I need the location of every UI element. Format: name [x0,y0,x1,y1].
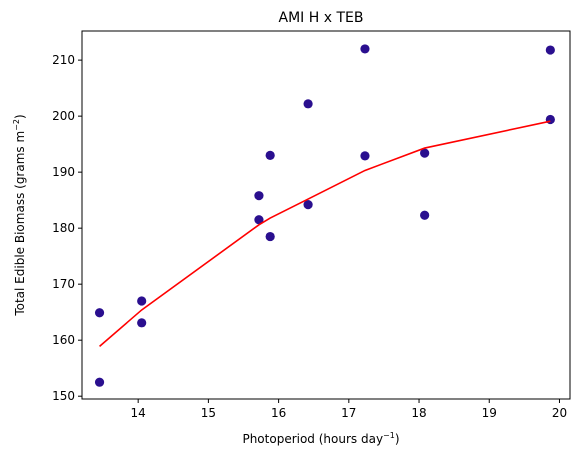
y-tick-label: 180 [52,221,75,235]
data-point [303,99,313,109]
x-tick-label: 17 [341,406,356,420]
data-point [254,191,264,201]
data-point [265,150,275,160]
data-point [545,114,555,125]
y-tick-label: 210 [52,53,75,67]
fit-line [99,120,551,347]
y-tick-label: 200 [52,109,75,123]
x-tick-label: 14 [131,406,146,420]
x-axis-label: Photoperiod (hours day−1) [242,431,399,446]
plot-area [94,44,555,387]
y-tick-label: 160 [52,333,75,347]
axes-frame [81,30,571,400]
y-tick-label: 190 [52,165,75,179]
data-point [360,44,370,54]
data-point [94,308,105,318]
data-point [94,377,105,387]
axis-ticks: 14 15 16 17 18 19 20 150 160 170 180 190 200 210 [52,53,567,420]
data-point [265,231,275,242]
data-point [137,296,147,306]
x-tick-label: 15 [201,406,216,420]
data-point [360,151,370,161]
data-point [254,215,264,225]
y-tick-label: 150 [52,389,75,403]
chart-title: AMI H x TEB [279,10,364,26]
data-point [303,200,313,210]
x-tick-label: 16 [271,406,286,420]
data-point [545,45,555,55]
y-tick-label: 170 [52,277,75,291]
data-point [420,148,430,158]
data-point [137,318,147,328]
y-axis-label: Total Edible Biomass (grams m−2) [12,114,27,316]
x-tick-label: 20 [552,406,567,420]
x-tick-label: 18 [411,406,426,420]
x-tick-label: 19 [482,406,497,420]
data-point [420,210,430,220]
